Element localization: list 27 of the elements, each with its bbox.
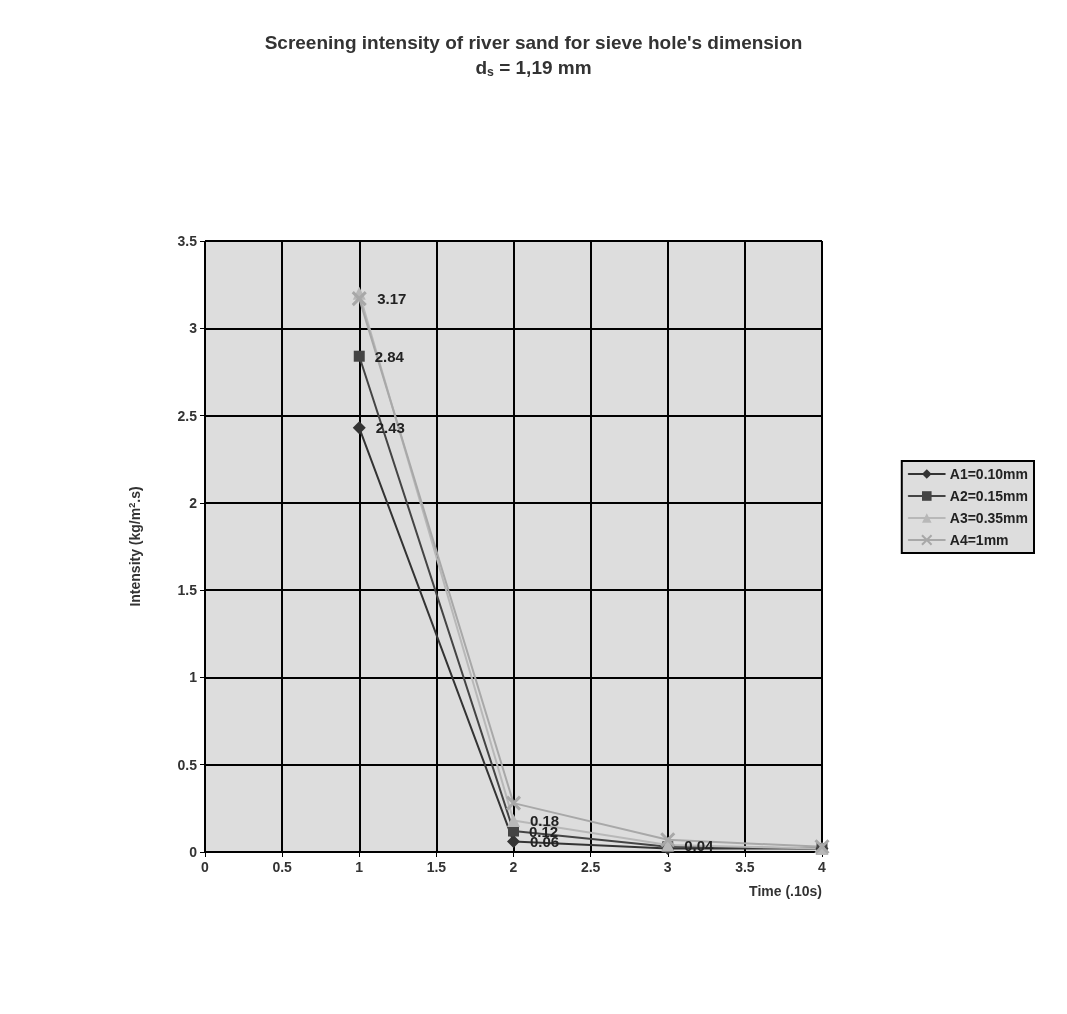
legend-label: A4=1mm xyxy=(949,532,1009,548)
x-tick-label: 0 xyxy=(201,859,210,875)
y-tick-label: 3.5 xyxy=(177,233,198,249)
chart-subtitle: ds = 1,19 mm xyxy=(475,57,592,79)
y-tick-label: 2 xyxy=(189,494,198,511)
legend-label: A3=0.35mm xyxy=(949,510,1028,526)
x-tick-label: 4 xyxy=(818,859,827,875)
data-label: 3.17 xyxy=(377,290,407,308)
x-tick-label: 1 xyxy=(355,859,364,875)
x-tick-label: 2.5 xyxy=(580,859,601,875)
legend-label: A2=0.15mm xyxy=(949,488,1028,504)
legend-label: A1=0.10mm xyxy=(949,466,1028,482)
y-tick-label: 0 xyxy=(189,844,198,860)
y-axis-title: Intensity (kg/m2.s) xyxy=(126,486,143,607)
x-axis-title: Time (.10s) xyxy=(749,883,822,899)
y-tick-label: 1 xyxy=(189,669,198,686)
x-tick-label: 2 xyxy=(509,859,518,875)
y-tick-label: 3 xyxy=(189,320,198,337)
y-tick-label: 0.5 xyxy=(177,756,198,773)
y-tick-label: 1.5 xyxy=(177,582,198,599)
chart-title: Screening intensity of river sand for sieve hole's dimension xyxy=(264,32,803,53)
x-tick-label: 1.5 xyxy=(426,859,447,875)
x-tick-label: 3 xyxy=(663,859,672,875)
data-label: 2.84 xyxy=(374,347,405,365)
y-tick-label: 2.5 xyxy=(177,407,198,424)
x-tick-label: 3.5 xyxy=(735,859,755,875)
x-tick-label: 0.5 xyxy=(272,859,293,875)
